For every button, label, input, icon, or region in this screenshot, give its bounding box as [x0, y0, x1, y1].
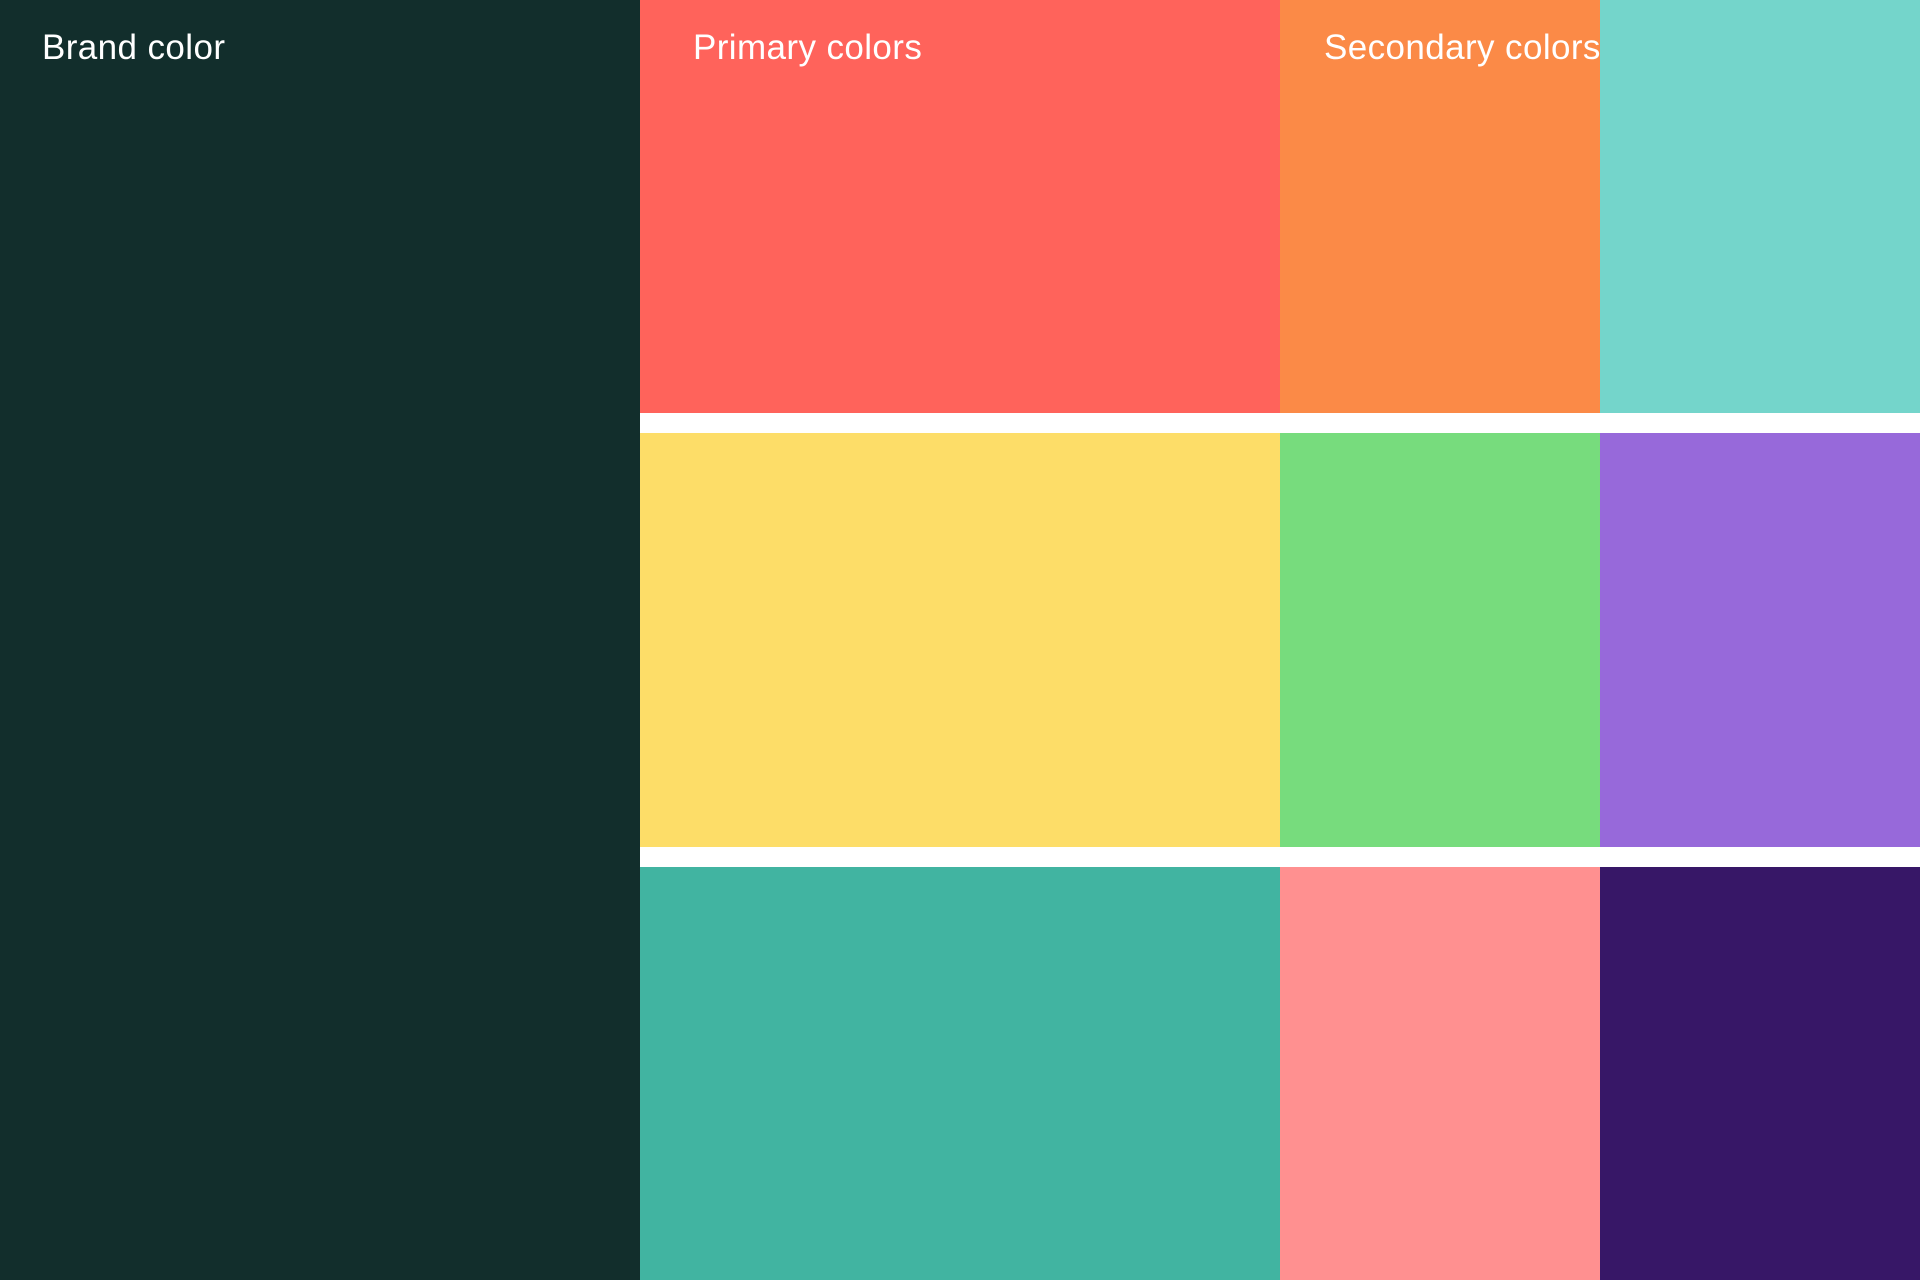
secondary-swatch-green [1280, 433, 1600, 847]
secondary-swatch-light-teal [1600, 0, 1920, 414]
palette-grid: Primary colors Secondary colors [640, 0, 1920, 1280]
primary-colors-label: Primary colors [693, 28, 923, 67]
brand-color-label: Brand color [42, 28, 226, 67]
secondary-swatch-purple [1600, 433, 1920, 847]
secondary-swatch-orange: Secondary colors [1280, 0, 1601, 414]
primary-swatch-yellow [640, 433, 1280, 847]
primary-swatch-coral-red: Primary colors [640, 0, 1280, 414]
brand-color-swatch: Brand color [0, 0, 640, 1280]
secondary-colors-label: Secondary colors [1324, 28, 1601, 67]
secondary-swatch-dark-purple [1600, 866, 1920, 1280]
primary-swatch-teal-green [640, 866, 1280, 1280]
secondary-swatch-salmon-pink [1280, 866, 1600, 1280]
